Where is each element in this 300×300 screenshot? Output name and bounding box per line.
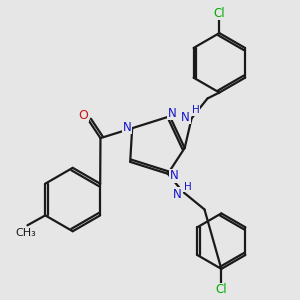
Text: O: O: [79, 109, 88, 122]
Text: N: N: [169, 169, 178, 182]
Text: N: N: [167, 107, 176, 120]
Text: Cl: Cl: [215, 283, 227, 296]
Text: H: H: [184, 182, 191, 192]
Text: N: N: [181, 111, 190, 124]
Text: N: N: [123, 121, 132, 134]
Text: N: N: [173, 188, 182, 201]
Text: H: H: [192, 105, 200, 116]
Text: Cl: Cl: [214, 7, 225, 20]
Text: CH₃: CH₃: [15, 228, 36, 238]
